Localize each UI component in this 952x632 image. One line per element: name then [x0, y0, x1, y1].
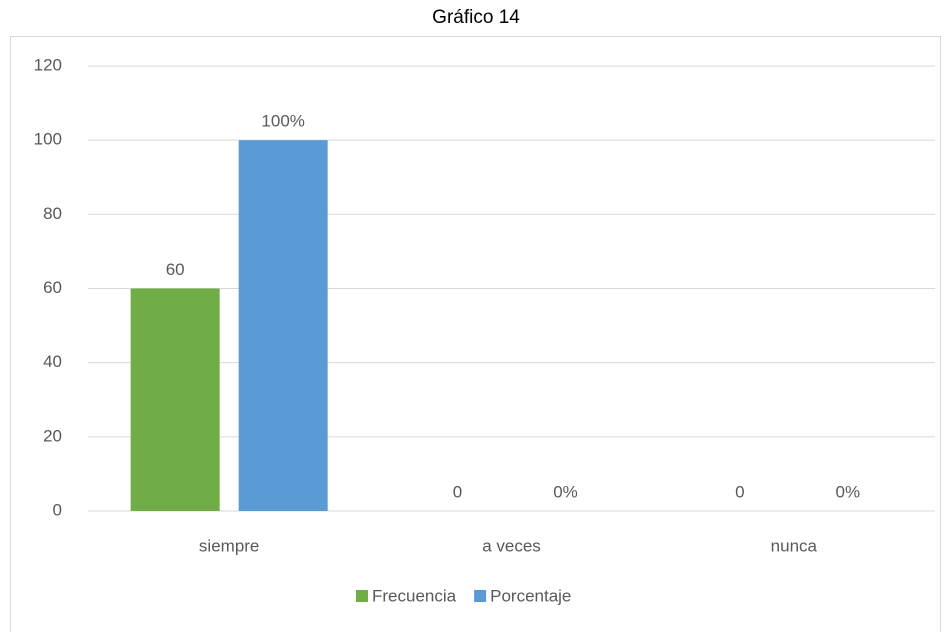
y-tick-label: 120	[34, 55, 62, 74]
bar	[238, 140, 328, 511]
x-tick-label: siempre	[199, 536, 259, 555]
data-label: 60	[166, 260, 185, 279]
bar	[130, 288, 220, 511]
legend-swatch	[356, 590, 368, 602]
chart-title: Gráfico 14	[432, 7, 520, 28]
y-tick-label: 100	[34, 130, 62, 149]
y-tick-label: 60	[43, 278, 62, 297]
x-tick-label: a veces	[482, 536, 541, 555]
data-label: 0%	[553, 482, 578, 501]
data-label: 0	[735, 482, 744, 501]
legend-label: Frecuencia	[372, 586, 457, 605]
y-tick-label: 40	[43, 352, 62, 371]
legend-swatch	[474, 590, 487, 602]
x-tick-label: nunca	[771, 536, 818, 555]
legend-label: Porcentaje	[490, 586, 571, 605]
y-tick-label: 0	[53, 500, 62, 519]
data-label: 100%	[261, 112, 304, 131]
y-tick-label: 20	[43, 426, 62, 445]
data-label: 0%	[836, 482, 861, 501]
y-tick-label: 80	[43, 204, 62, 223]
data-label: 0	[453, 482, 462, 501]
